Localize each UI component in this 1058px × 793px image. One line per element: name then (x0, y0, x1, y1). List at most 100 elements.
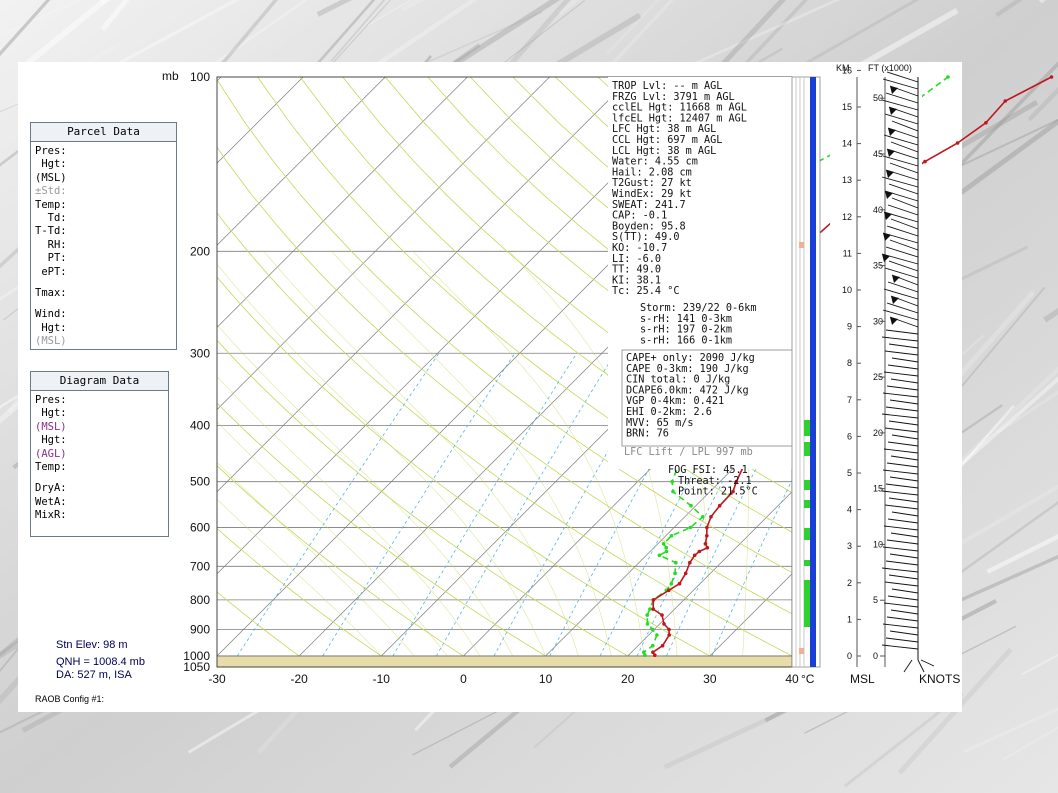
temperature-point (688, 560, 692, 565)
ft-header: FT (x1000) (868, 63, 912, 73)
diagram-data-rows: Pres: Hgt: (MSL) Hgt: (AGL) Temp: DryA: WetA:… (31, 391, 168, 523)
wind-pennant (889, 107, 897, 115)
wind-pennant (883, 233, 891, 241)
readout-label: Hgt: (35, 158, 67, 171)
knots-label: KNOTS (919, 672, 960, 686)
texture-streak (986, 534, 1058, 574)
temp-tick-label: 0 (460, 672, 467, 686)
cape-readout: EHI 0-2km: 2.6 (626, 407, 712, 418)
index-readout: CCL Hgt: 697 m AGL (612, 135, 722, 146)
pressure-tick-label: 400 (190, 419, 210, 433)
temperature-point (955, 141, 960, 145)
wind-barb (881, 336, 919, 342)
storm-readout: Storm: 239/22 0-6km (640, 303, 757, 314)
moist-adiabat (331, 251, 612, 656)
cloud-layer-mark (804, 605, 810, 627)
fog-readout: Threat: -2.1 (678, 476, 752, 487)
index-readout: Boyden: 95.8 (612, 221, 686, 232)
diagram-data-box: Diagram Data Pres: Hgt: (MSL) Hgt: (AGL) Te… (30, 371, 169, 537)
wind-pennant (891, 296, 899, 304)
index-readout: TT: 49.0 (612, 265, 661, 276)
parcel-data-title: Parcel Data (31, 123, 176, 142)
temperature-point (683, 571, 688, 576)
dewpoint-point (674, 560, 678, 565)
temperature-point (734, 479, 739, 484)
pressure-tick-label: 500 (190, 475, 210, 489)
temp-tick-label: -20 (290, 672, 308, 686)
cape-readout: DCAPE6.0km: 472 J/kg (626, 385, 749, 396)
km-tick-label: 7 (847, 395, 852, 405)
temperature-point (651, 650, 655, 654)
readout-label: Pres: (35, 145, 67, 157)
texture-streak (605, 0, 660, 55)
msl-label: MSL (850, 672, 875, 686)
texture-streak (963, 707, 1058, 754)
ft-tick-label: 40 (873, 205, 883, 215)
station-elevation: Stn Elev: 98 m (56, 639, 128, 651)
wind-barb (886, 71, 919, 83)
readout-label: T-Td: (35, 225, 67, 238)
km-tick-label: 1 (847, 614, 852, 624)
index-readout: Hail: 2.08 cm (612, 167, 692, 178)
readout-label: Td: (35, 211, 67, 224)
ft-tick-label: 10 (873, 539, 883, 549)
temperature-point (709, 515, 713, 519)
dry-adiabat (217, 212, 792, 656)
wind-barb (882, 155, 919, 167)
dry-adiabat (217, 465, 464, 656)
temperature-point (667, 588, 671, 593)
diagram-data-title: Diagram Data (31, 372, 168, 391)
wind-barb (888, 420, 919, 426)
wind-barb (886, 539, 919, 545)
wind-barb (886, 385, 919, 391)
wind-barb (885, 560, 919, 566)
wind-barb (890, 532, 919, 538)
temperature-point (923, 159, 927, 164)
isotherm-line (545, 409, 792, 656)
ft-tick-label: 5 (873, 595, 878, 605)
temperature-point (984, 121, 988, 125)
readout-label: Hgt: (35, 407, 67, 420)
texture-streak (367, 0, 412, 26)
dewpoint-point (671, 489, 675, 494)
readout-label: (MSL) (35, 171, 67, 184)
wind-barb (881, 413, 919, 419)
dewpoint-point (645, 622, 650, 626)
texture-streak (100, 0, 130, 32)
wind-barb (884, 504, 919, 510)
ft-tick-label: 25 (873, 372, 883, 382)
wind-barb (881, 644, 919, 650)
pressure-tick-label: 1050 (183, 660, 210, 674)
pressure-tick-label: 800 (190, 593, 210, 607)
pressure-tick-label: 600 (190, 521, 210, 535)
wind-barb (885, 329, 919, 335)
mixing-ratio-line (436, 353, 616, 656)
index-readout: LFC Hgt: 38 m AGL (612, 124, 716, 135)
index-readout: Water: 4.55 cm (612, 157, 698, 168)
wind-barb (885, 483, 919, 489)
dewpoint-point (650, 627, 655, 632)
dry-adiabat (217, 402, 546, 656)
wind-barb (885, 92, 919, 104)
index-readout: CAP: -0.1 (612, 211, 667, 222)
cape-readout: CAPE 0-3km: 190 J/kg (626, 364, 749, 375)
temperature-point (1003, 99, 1008, 103)
readout-label: (MSL) (35, 335, 67, 348)
temp-tick-label: 10 (539, 672, 553, 686)
wind-barb (888, 497, 919, 503)
index-readout: WindEx: 29 kt (612, 189, 692, 200)
wind-pennant (890, 86, 898, 94)
wind-barb (891, 120, 919, 132)
temperature-point (705, 525, 709, 530)
ft-tick-label: 15 (873, 484, 883, 494)
km-tick-label: 8 (847, 358, 852, 368)
readout-label: WetA: (35, 495, 67, 508)
temp-tick-label: 40 (785, 672, 799, 686)
km-header: KM (836, 63, 850, 73)
dry-adiabat (257, 77, 792, 533)
cloud-layer-mark (804, 442, 810, 456)
wind-pennant (892, 275, 900, 283)
km-tick-label: 4 (847, 505, 852, 515)
wind-barb (890, 141, 919, 153)
dewpoint-point (645, 613, 649, 617)
